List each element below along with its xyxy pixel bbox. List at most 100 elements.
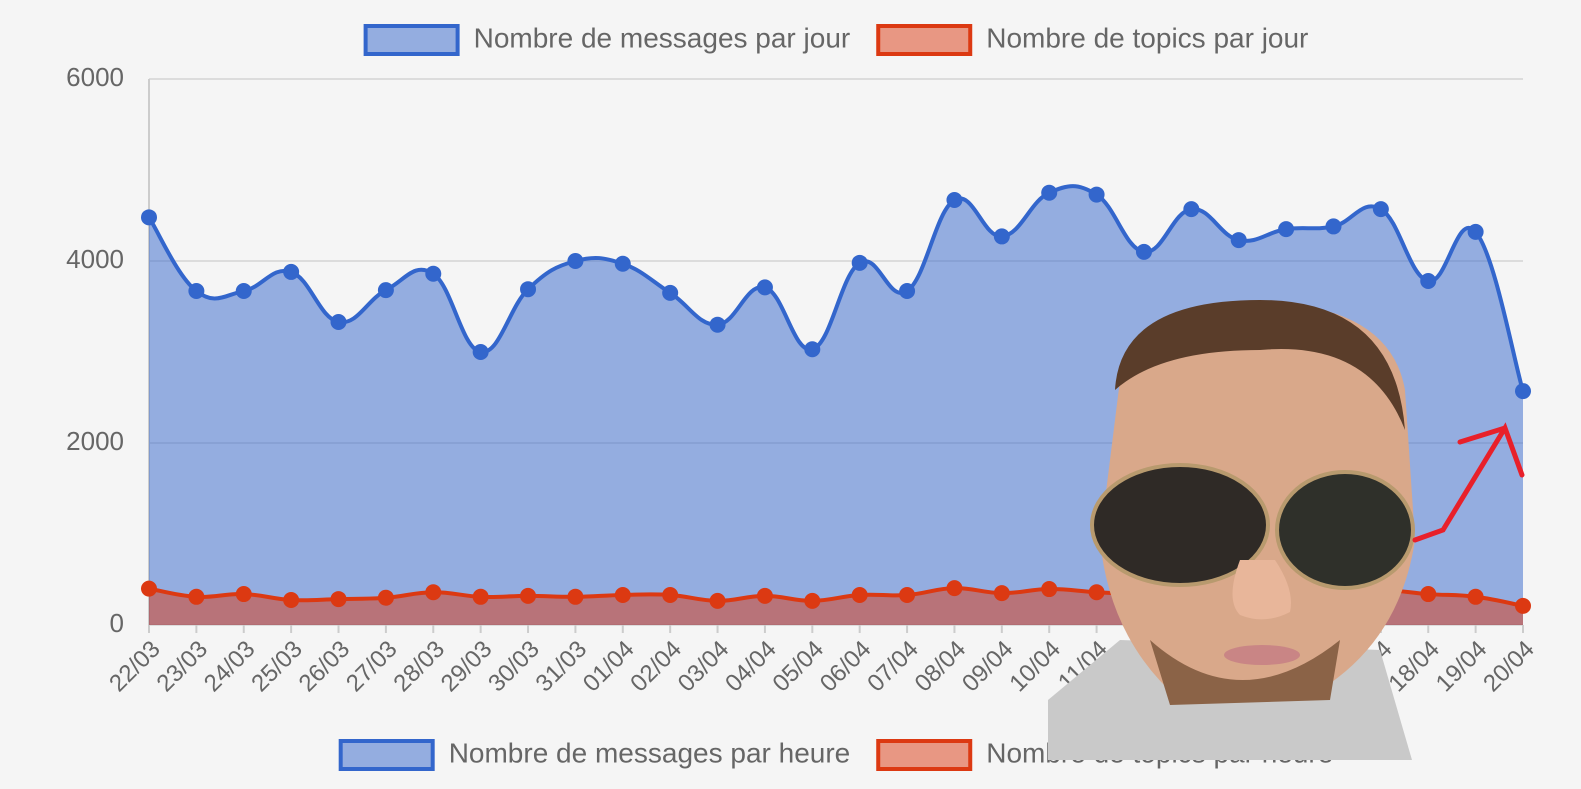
- data-point: [520, 281, 537, 298]
- data-point: [188, 283, 205, 300]
- data-point: [851, 586, 868, 603]
- data-point: [1515, 383, 1531, 400]
- x-tick-label: 26/03: [294, 636, 356, 698]
- data-point: [993, 585, 1010, 602]
- x-tick-label: 25/03: [246, 636, 308, 698]
- x-tick-label: 15/04: [1241, 636, 1303, 698]
- x-tick-label: 17/04: [1336, 636, 1398, 698]
- data-point: [993, 228, 1010, 245]
- x-tick-label: 27/03: [341, 636, 403, 698]
- data-point: [1420, 273, 1437, 290]
- x-tick-label: 08/04: [910, 636, 972, 698]
- data-point: [804, 341, 821, 358]
- data-point: [1088, 186, 1105, 203]
- data-point: [141, 580, 157, 597]
- data-point: [1420, 586, 1437, 603]
- data-point: [283, 263, 300, 280]
- y-tick-label: 6000: [66, 62, 124, 92]
- data-point: [520, 587, 537, 604]
- data-point: [472, 588, 489, 605]
- data-point: [1372, 201, 1389, 218]
- data-point: [425, 265, 442, 282]
- x-tick-label: 18/04: [1383, 636, 1445, 698]
- x-tick-label: 01/04: [578, 636, 640, 698]
- x-tick-label: 23/03: [152, 636, 214, 698]
- data-point: [1278, 221, 1295, 238]
- data-point: [614, 586, 631, 603]
- data-point: [188, 588, 205, 605]
- data-point: [1135, 586, 1152, 603]
- data-point: [1467, 588, 1484, 605]
- data-point: [709, 592, 726, 609]
- data-point: [377, 282, 394, 299]
- data-point: [851, 254, 868, 271]
- x-tick-label: 10/04: [1004, 636, 1066, 698]
- x-tick-label: 20/04: [1478, 636, 1540, 698]
- data-point: [1041, 581, 1058, 598]
- x-tick-label: 22/03: [104, 636, 166, 698]
- x-tick-label: 07/04: [862, 636, 924, 698]
- data-point: [662, 586, 679, 603]
- data-point: [1088, 584, 1105, 601]
- y-tick-label: 0: [110, 608, 124, 638]
- legend-swatch: [876, 739, 973, 771]
- data-point: [1183, 201, 1200, 218]
- data-point: [235, 283, 252, 300]
- x-tick-label: 29/03: [436, 636, 498, 698]
- x-tick-label: 16/04: [1289, 636, 1351, 698]
- y-tick-label: 2000: [66, 426, 124, 456]
- data-point: [1325, 585, 1342, 602]
- data-point: [1230, 586, 1247, 603]
- x-tick-label: 02/04: [625, 636, 687, 698]
- x-tick-label: 04/04: [720, 636, 782, 698]
- x-tick-label: 28/03: [388, 636, 450, 698]
- legend-label: Nombre de topics par heure: [986, 737, 1333, 768]
- x-tick-label: 12/04: [1099, 636, 1161, 698]
- data-point: [472, 344, 489, 360]
- x-tick-label: 14/04: [1194, 636, 1256, 698]
- data-point: [946, 192, 963, 209]
- data-point: [567, 588, 584, 605]
- x-tick-label: 09/04: [957, 636, 1019, 698]
- data-point: [946, 580, 963, 597]
- data-point: [756, 279, 773, 296]
- x-tick-label: 11/04: [1053, 636, 1113, 696]
- x-tick-label: 03/04: [673, 636, 735, 698]
- data-point: [899, 586, 916, 603]
- data-point: [377, 589, 394, 606]
- data-point: [1183, 585, 1200, 602]
- data-point: [1278, 586, 1295, 603]
- legend-label: Nombre de messages par heure: [449, 737, 851, 768]
- data-point: [709, 316, 726, 333]
- data-point: [330, 313, 347, 330]
- data-point: [1467, 223, 1484, 240]
- x-tick-label: 19/04: [1431, 636, 1493, 698]
- data-point: [141, 209, 157, 226]
- data-point: [756, 587, 773, 604]
- data-point: [662, 284, 679, 301]
- y-tick-label: 4000: [66, 244, 124, 274]
- x-tick-label: 06/04: [815, 636, 877, 698]
- data-point: [1230, 232, 1247, 249]
- data-point: [567, 253, 584, 269]
- data-point: [1515, 597, 1531, 614]
- data-point: [804, 592, 821, 609]
- x-tick-label: 13/04: [1147, 636, 1209, 698]
- x-tick-label: 30/03: [483, 636, 545, 698]
- legend-swatch: [876, 24, 973, 56]
- area: [149, 186, 1523, 625]
- legend: Nombre de messages par heure Nombre de to…: [338, 737, 1333, 771]
- data-point: [1372, 581, 1389, 598]
- data-point: [1041, 184, 1058, 201]
- data-point: [283, 591, 300, 608]
- data-point: [330, 591, 347, 608]
- legend: Nombre de messages par jour Nombre de top…: [363, 22, 1308, 56]
- x-tick-label: 05/04: [767, 636, 829, 698]
- legend-swatch: [363, 24, 460, 56]
- legend-label: Nombre de messages par jour: [474, 22, 851, 53]
- legend-label: Nombre de topics par jour: [986, 22, 1308, 53]
- x-tick-label: 31/03: [531, 636, 593, 698]
- data-point: [1135, 243, 1152, 260]
- data-point: [425, 584, 442, 601]
